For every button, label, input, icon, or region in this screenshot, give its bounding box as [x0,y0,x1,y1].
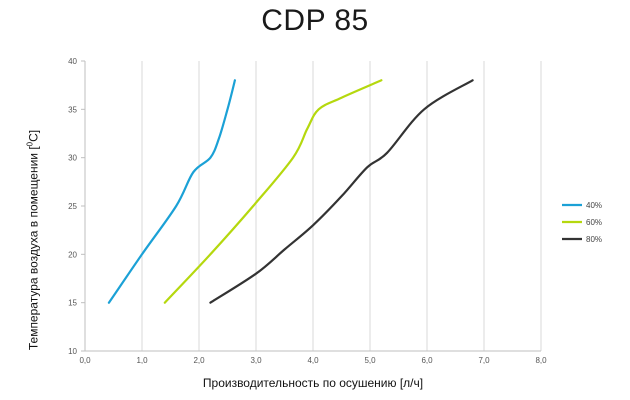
y-tick-label: 30 [68,154,77,163]
x-tick-label: 8,0 [535,356,547,365]
series-line-40% [107,79,236,304]
x-tick-label: 2,0 [193,356,205,365]
legend-label-40%: 40% [586,201,602,210]
x-tick-label: 3,0 [250,356,262,365]
x-tick-label: 0,0 [79,356,91,365]
y-tick-label: 10 [68,347,77,356]
legend-label-80%: 80% [586,235,602,244]
series-line-60% [163,79,383,304]
series-line-80% [209,79,474,304]
legend-label-60%: 60% [586,218,602,227]
y-tick-label: 25 [68,202,77,211]
x-tick-label: 6,0 [421,356,433,365]
y-tick-label: 40 [68,57,77,66]
y-tick-label: 35 [68,105,77,114]
x-axis-label: Производительность по осушению [л/ч] [202,376,424,390]
x-tick-label: 7,0 [478,356,490,365]
y-tick-label: 15 [68,299,77,308]
x-tick-label: 4,0 [307,356,319,365]
chart-title: CDP 85 [261,4,369,37]
y-tick-label: 20 [68,250,77,259]
x-tick-label: 1,0 [136,356,148,365]
x-tick-label: 5,0 [364,356,376,365]
